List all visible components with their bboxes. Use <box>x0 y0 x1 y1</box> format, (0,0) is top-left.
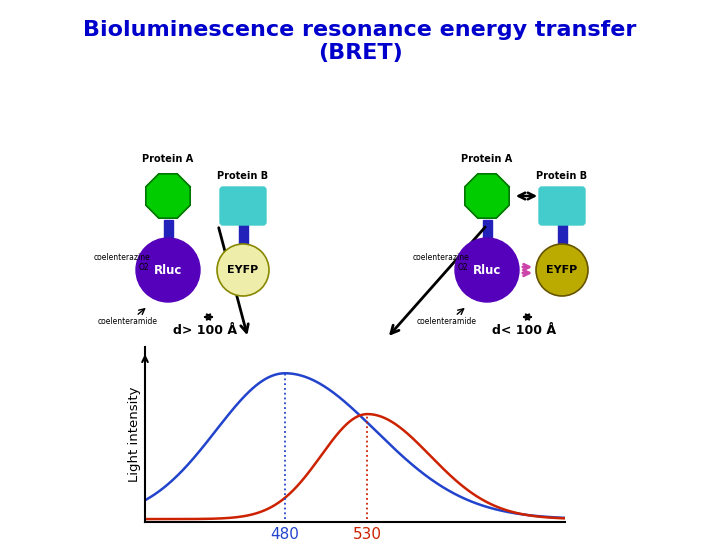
Bar <box>238 222 248 244</box>
Text: EYFP: EYFP <box>228 265 258 275</box>
Text: O2: O2 <box>458 262 468 272</box>
Text: coelenterazine: coelenterazine <box>413 253 469 262</box>
Circle shape <box>455 238 519 302</box>
Text: Rluc: Rluc <box>154 264 182 276</box>
Text: Protein A: Protein A <box>143 154 194 164</box>
FancyBboxPatch shape <box>220 187 266 225</box>
Y-axis label: Light intensity: Light intensity <box>128 387 141 482</box>
Text: coelenteramide: coelenteramide <box>417 318 477 327</box>
Polygon shape <box>465 174 509 218</box>
Text: Protein B: Protein B <box>217 171 269 181</box>
Text: coelenteramide: coelenteramide <box>98 318 158 327</box>
Text: coelenterazine: coelenterazine <box>94 253 150 262</box>
Text: O2: O2 <box>139 262 149 272</box>
Text: Bioluminescence resonance energy transfer: Bioluminescence resonance energy transfe… <box>84 20 636 40</box>
Bar <box>163 220 173 238</box>
Text: (BRET): (BRET) <box>318 43 402 63</box>
Text: d> 100 Å: d> 100 Å <box>174 323 238 336</box>
Text: d< 100 Å: d< 100 Å <box>492 323 557 336</box>
Bar <box>557 222 567 244</box>
Text: Rluc: Rluc <box>473 264 501 276</box>
Circle shape <box>217 244 269 296</box>
Bar <box>482 220 492 238</box>
Polygon shape <box>146 174 190 218</box>
Circle shape <box>536 244 588 296</box>
Text: Protein A: Protein A <box>462 154 513 164</box>
Text: EYFP: EYFP <box>546 265 577 275</box>
Circle shape <box>136 238 200 302</box>
FancyBboxPatch shape <box>539 187 585 225</box>
Text: Protein B: Protein B <box>536 171 588 181</box>
